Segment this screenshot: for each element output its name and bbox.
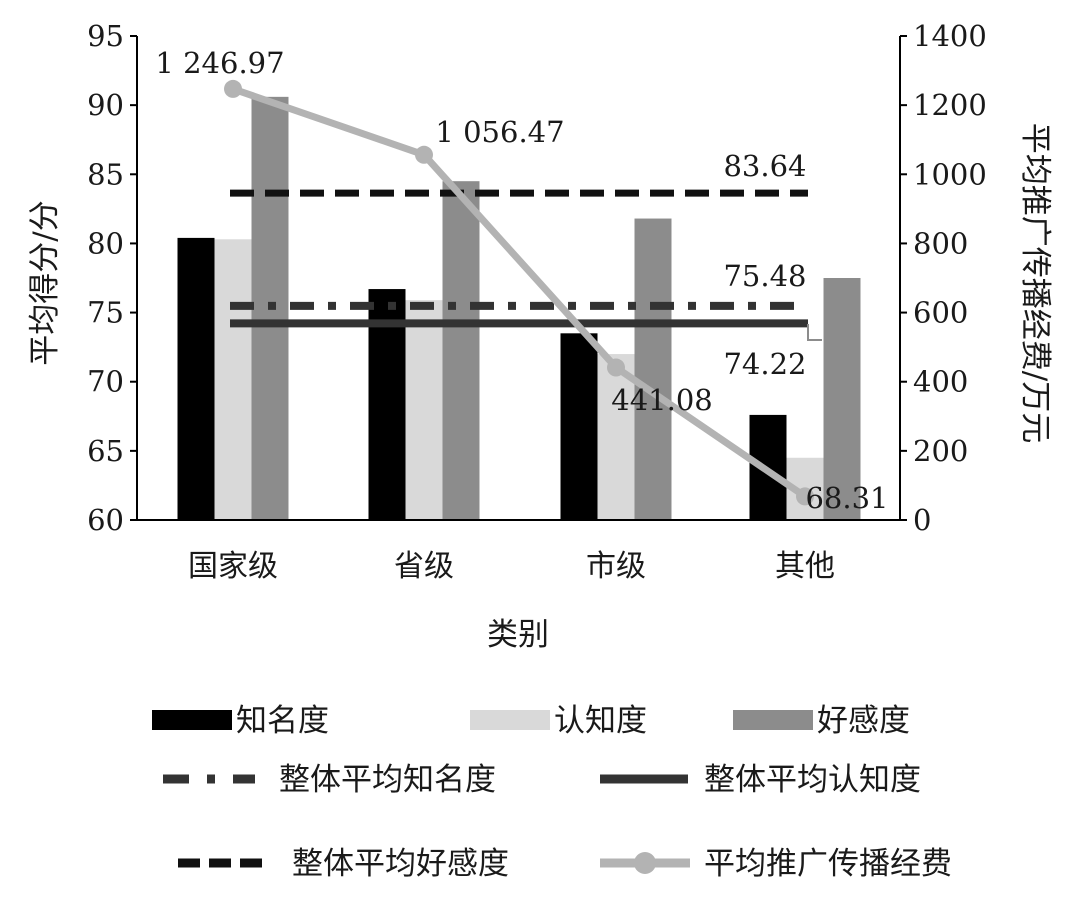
x-tick-label: 市级 (586, 549, 646, 584)
legend-swatch (733, 710, 813, 730)
bar-认知度-省级 (405, 300, 443, 520)
label-leader-line (807, 324, 822, 341)
ref-label-整体平均好感度: 83.64 (723, 149, 806, 183)
data-labels: 1 246.97 1 056.47 441.08 68.31 75.48 74.22 83.… (155, 46, 888, 515)
bar-知名度-市级 (560, 333, 598, 520)
funding-line-group (224, 79, 814, 506)
bar-group (177, 96, 861, 521)
y-axis-title: 平均得分/分 (27, 200, 63, 365)
bar-好感度-省级 (442, 181, 480, 520)
x-tick-label: 省级 (394, 549, 454, 584)
reference-lines (230, 189, 808, 328)
y-tick-label: 60 (87, 503, 124, 537)
funding-label-国家级: 1 246.97 (155, 46, 284, 80)
funding-label-省级: 1 056.47 (435, 115, 564, 149)
y2-tick-label: 200 (913, 434, 968, 468)
legend-item-平均推广传播经费: 平均推广传播经费 (600, 846, 952, 882)
y2-tick-label: 1000 (913, 157, 987, 191)
bar-认知度-市级 (597, 354, 635, 520)
y-tick-label: 65 (87, 434, 124, 468)
funding-line (231, 85, 807, 500)
y2-tick-label: 600 (913, 296, 968, 330)
funding-label-其他: 68.31 (805, 481, 888, 515)
legend-item-整体平均好感度: 整体平均好感度 (178, 846, 509, 882)
legend-label: 好感度 (817, 703, 910, 739)
bar-知名度-省级 (368, 289, 406, 520)
y-tick-label: 70 (87, 365, 124, 399)
y2-tick-label: 0 (913, 503, 931, 537)
y2-tick-label: 1200 (913, 88, 987, 122)
legend-item-整体平均知名度: 整体平均知名度 (163, 762, 496, 798)
legend-label: 整体平均好感度 (292, 846, 509, 882)
legend-label: 整体平均知名度 (279, 762, 496, 798)
funding-point-其他 (796, 487, 814, 506)
funding-label-市级: 441.08 (611, 383, 712, 417)
axes: 60 65 70 75 80 85 90 95 0 200 400 600 800 1000 1200 140… (87, 19, 987, 584)
legend-marker (634, 852, 656, 874)
ref-label-整体平均知名度: 75.48 (723, 259, 806, 293)
funding-point-市级 (607, 358, 625, 377)
funding-point-省级 (415, 145, 433, 164)
legend-item-好感度: 好感度 (733, 703, 910, 739)
legend-item-认知度: 认知度 (470, 703, 647, 739)
y-tick-label: 95 (87, 19, 124, 53)
x-tick-label: 国家级 (188, 549, 278, 584)
y2-axis-title: 平均推广传播经费/万元 (1017, 123, 1053, 443)
legend-swatch (470, 710, 550, 730)
x-tick-label: 其他 (775, 549, 835, 584)
bar-好感度-其他 (823, 278, 861, 520)
y-tick-label: 90 (87, 88, 124, 122)
bar-知名度-国家级 (177, 237, 215, 520)
legend-label: 认知度 (554, 703, 647, 739)
y2-tick-label: 1400 (913, 19, 987, 53)
legend-item-整体平均认知度: 整体平均认知度 (600, 762, 921, 798)
funding-point-国家级 (224, 79, 242, 98)
y-tick-label: 80 (87, 226, 124, 260)
x-axis-title: 类别 (487, 617, 549, 653)
y-tick-label: 75 (87, 296, 124, 330)
legend-label: 整体平均认知度 (704, 762, 921, 798)
ref-label-整体平均认知度: 74.22 (723, 347, 806, 381)
legend-label: 知名度 (236, 703, 329, 739)
legend-label: 平均推广传播经费 (704, 846, 952, 882)
bar-认知度-国家级 (214, 239, 252, 520)
y-tick-label: 85 (87, 157, 124, 191)
y2-tick-label: 800 (913, 226, 968, 260)
legend-swatch (152, 710, 232, 730)
y2-tick-label: 400 (913, 365, 968, 399)
legend-item-知名度: 知名度 (152, 703, 329, 739)
bar-好感度-市级 (634, 218, 672, 520)
